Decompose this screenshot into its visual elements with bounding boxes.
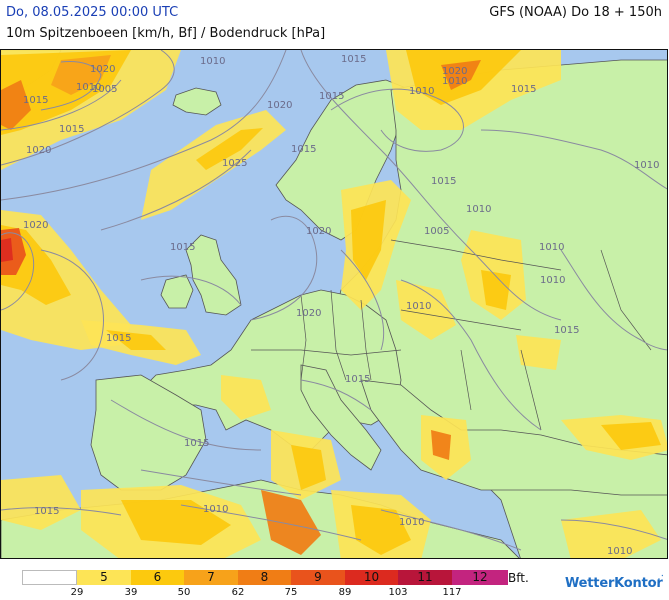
isobar-label: 1015 <box>59 124 84 135</box>
legend-swatch: 10 <box>345 570 398 585</box>
isobar-label: 1010 <box>607 546 632 557</box>
isobar-label: 1010 <box>466 204 491 215</box>
isobar-label: 1010 <box>409 86 434 97</box>
isobar-label: 1015 <box>319 91 344 102</box>
legend-tick: 75 <box>284 587 298 598</box>
country-borders <box>251 239 652 431</box>
isobar-label: 1005 <box>424 226 449 237</box>
gust-field <box>1 50 667 558</box>
isobar-label: 1015 <box>291 144 316 155</box>
isobar-label: 1010 <box>539 242 564 253</box>
isobar-label: 1010 <box>203 504 228 515</box>
isobar-label: 1015 <box>345 374 370 385</box>
legend-swatch: 9 <box>291 570 345 585</box>
legend-tick: 39 <box>124 587 138 598</box>
isobar-label: 1015 <box>341 54 366 65</box>
isobar-label: 1005 <box>92 84 117 95</box>
map-subtitle: 10m Spitzenboeen [km/h, Bf] / Bodendruck… <box>6 26 326 41</box>
isobar-label: 1020 <box>442 66 467 77</box>
isobar-label: 1010 <box>634 160 659 171</box>
isobar-label: 1010 <box>200 56 225 67</box>
isobar-label: 1015 <box>511 84 536 95</box>
brand-mark-icon: ⋰ <box>654 574 664 585</box>
isobar-label: 1010 <box>442 76 467 87</box>
map-title: Do, 08.05.2025 00:00 UTC <box>6 5 179 20</box>
isobar-label: 1015 <box>431 176 456 187</box>
legend-tick: 89 <box>338 587 352 598</box>
isobar-label: 1010 <box>406 301 431 312</box>
weather-map: 1020 1005 1015 1020 1015 1010 1020 1015 … <box>0 49 668 559</box>
isobar-label: 1025 <box>222 158 247 169</box>
legend-swatch: 11 <box>398 570 452 585</box>
isobar-label: 1010 <box>76 82 101 93</box>
isobar-label: 1020 <box>23 220 48 231</box>
isobar-labels: 1020 1005 1015 1020 1015 1010 1020 1015 … <box>23 54 659 557</box>
isobar-label: 1020 <box>306 226 331 237</box>
legend-unit: Bft. <box>508 571 529 585</box>
isobar-label: 1020 <box>26 145 51 156</box>
legend-swatch: 8 <box>238 570 291 585</box>
isobar-label: 1015 <box>34 506 59 517</box>
legend-swatch: 7 <box>184 570 238 585</box>
isobar-label: 1010 <box>399 517 424 528</box>
isobar-label: 1020 <box>296 308 321 319</box>
isobar-label: 1015 <box>23 95 48 106</box>
model-run-label: GFS (NOAA) Do 18 + 150h <box>489 5 662 20</box>
brand-logo[interactable]: WetterKontor <box>565 576 663 591</box>
isobar-label: 1010 <box>540 275 565 286</box>
isobar-label: 1015 <box>170 242 195 253</box>
legend-tick: 50 <box>177 587 191 598</box>
legend-tick: 117 <box>442 587 462 598</box>
isobars <box>1 50 667 551</box>
legend-swatch: 6 <box>131 570 184 585</box>
legend-tick: 62 <box>231 587 245 598</box>
legend-swatch: 5 <box>77 570 131 585</box>
legend-swatch: 12 <box>452 570 508 585</box>
legend-swatch <box>22 570 77 585</box>
isobar-label: 1015 <box>106 333 131 344</box>
isobar-label: 1020 <box>90 64 115 75</box>
legend-tick: 29 <box>70 587 84 598</box>
isobar-label: 1015 <box>184 438 209 449</box>
legend-tick: 103 <box>388 587 408 598</box>
isobar-label: 1015 <box>554 325 579 336</box>
isobar-label: 1020 <box>267 100 292 111</box>
